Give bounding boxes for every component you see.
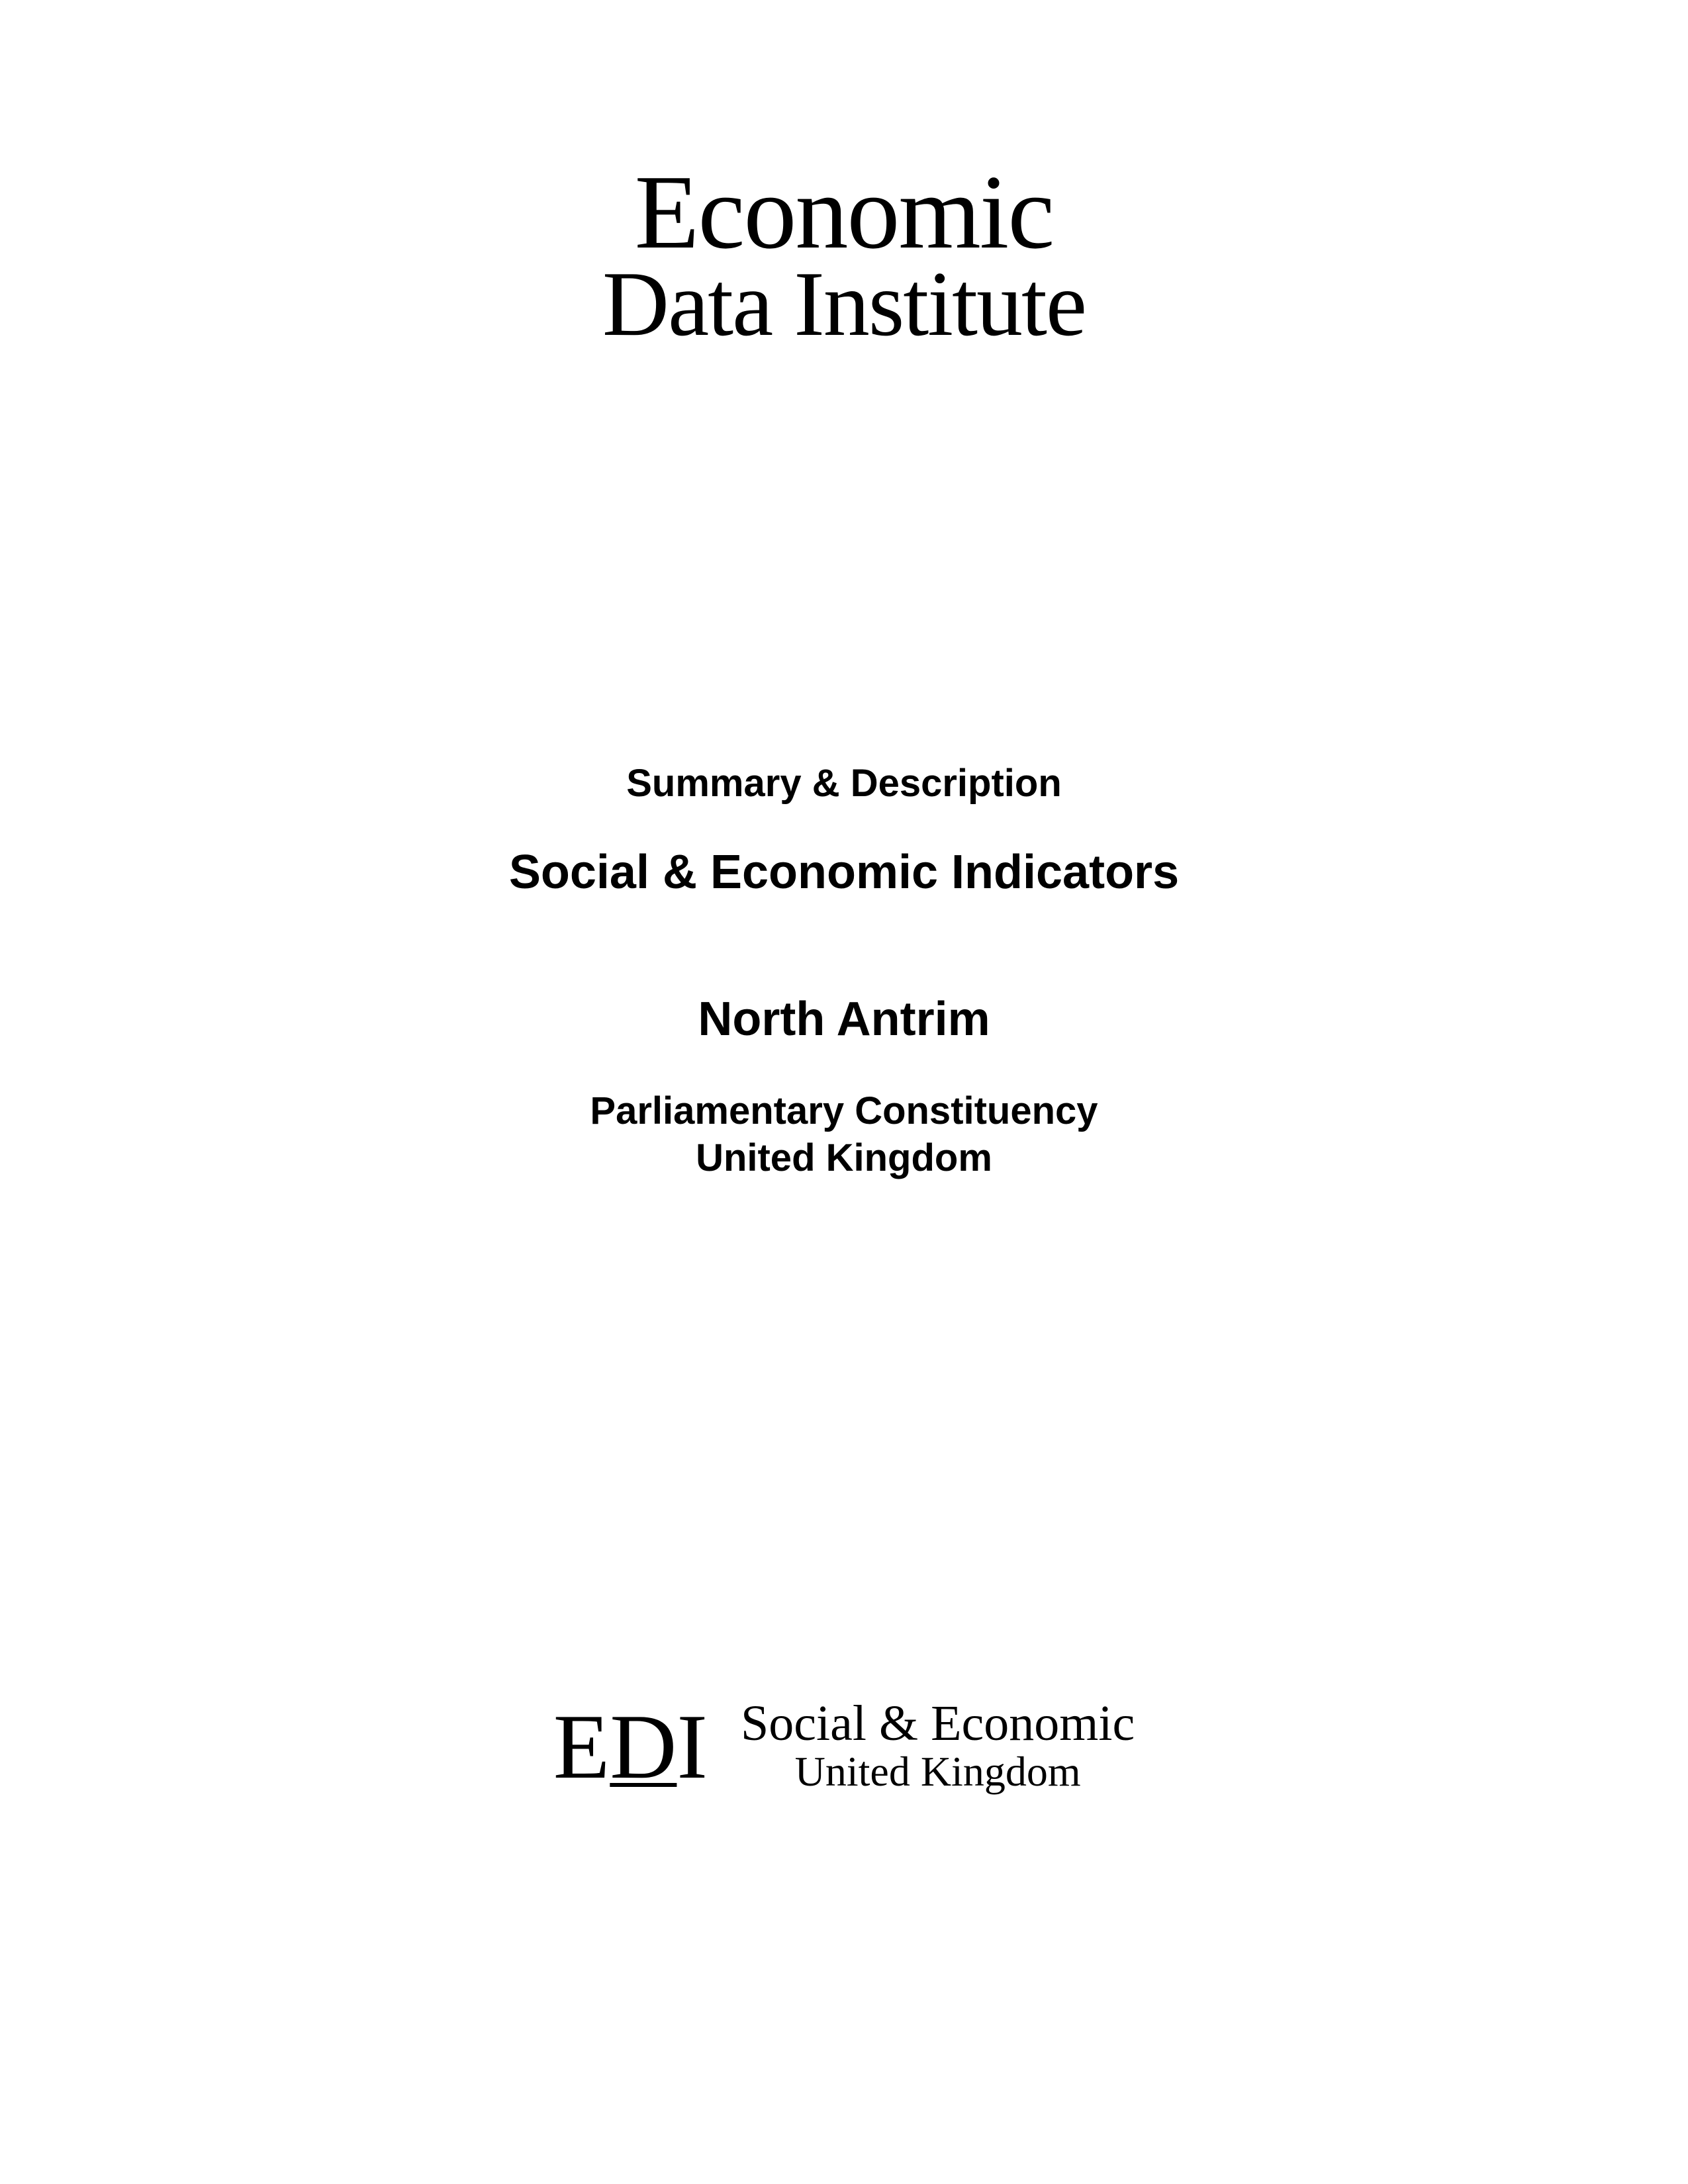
indicators-title: Social & Economic Indicators (509, 845, 1179, 899)
footer-line2: United Kingdom (741, 1749, 1135, 1795)
footer-text: Social & Economic United Kingdom (741, 1698, 1135, 1795)
main-logo: Economic Data Institute (602, 159, 1086, 351)
country-label: United Kingdom (509, 1136, 1179, 1180)
region-name: North Antrim (509, 992, 1179, 1046)
logo-line2: Data Institute (602, 258, 1086, 351)
edi-letter-d: D (610, 1694, 677, 1800)
summary-description-label: Summary & Description (509, 761, 1179, 805)
edi-mark: EDI (553, 1694, 708, 1800)
footer-logo: EDI Social & Economic United Kingdom (553, 1694, 1135, 1800)
subtitle-section: Summary & Description Social & Economic … (509, 761, 1179, 1180)
logo-line1: Economic (602, 159, 1086, 265)
footer-line1: Social & Economic (741, 1698, 1135, 1749)
document-page: Economic Data Institute Summary & Descri… (0, 0, 1688, 2184)
edi-letter-e: E (553, 1694, 610, 1800)
edi-letter-i: I (677, 1694, 708, 1800)
constituency-label: Parliamentary Constituency (509, 1086, 1179, 1136)
